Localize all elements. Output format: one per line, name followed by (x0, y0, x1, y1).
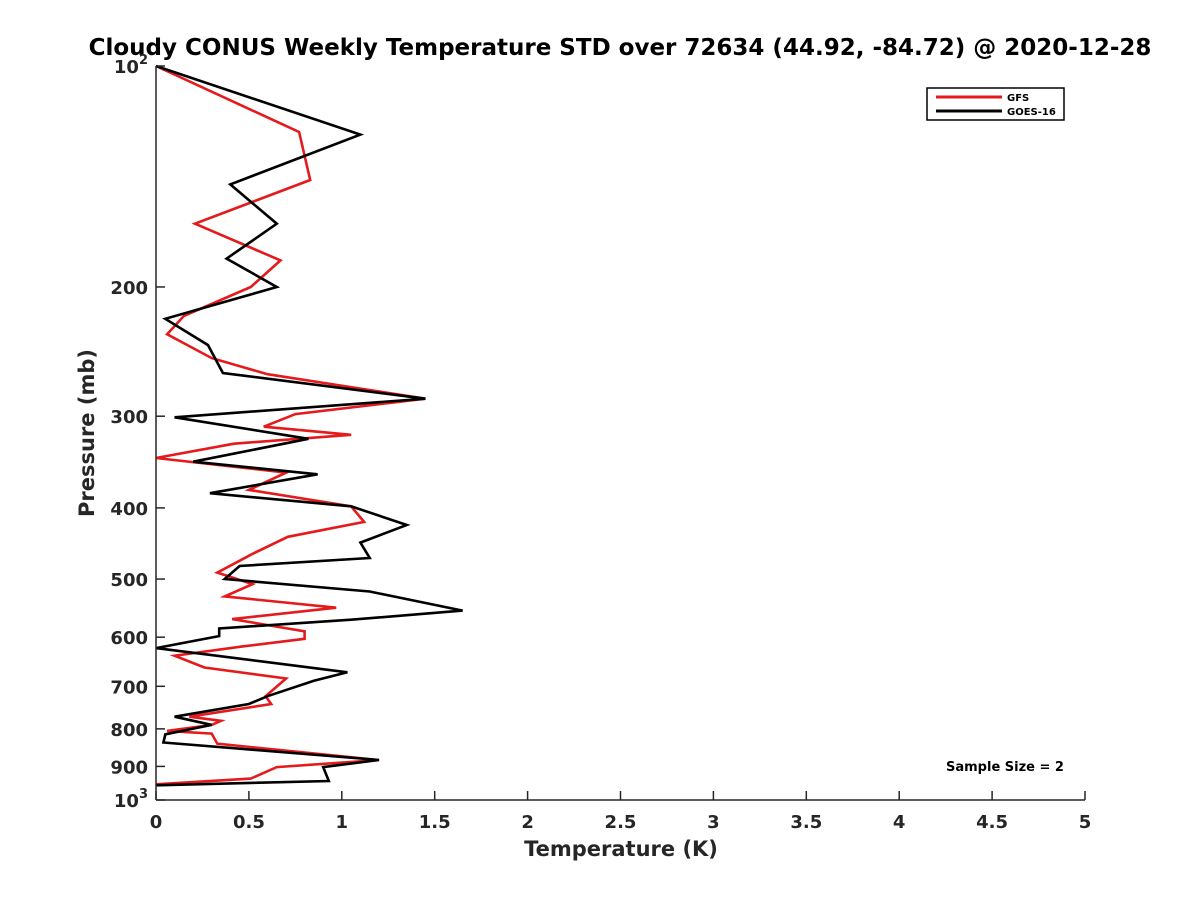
legend-box (926, 87, 1065, 121)
x-axis-label: Temperature (K) (524, 837, 718, 861)
chart-title: Cloudy CONUS Weekly Temperature STD over… (89, 35, 1152, 61)
x-tick-label: 2.5 (605, 812, 637, 833)
x-tick-label: 4.5 (976, 812, 1008, 833)
legend-label-goes16: GOES-16 (1007, 107, 1056, 118)
series-line-gfs (155, 64, 426, 786)
x-tick-label: 3 (707, 812, 720, 833)
legend: GFS GOES-16 (926, 87, 1065, 121)
x-tick-label: 5 (1079, 812, 1092, 833)
axes-layer: 0 0.5 1 1.5 2 2.5 3 3.5 4 4.5 5 102 200 300 400 500 600 7… (110, 53, 1091, 833)
y-tick-label: 800 (110, 720, 148, 741)
y-tick-label: 700 (110, 677, 148, 698)
y-tick-label: 103 (114, 787, 148, 812)
y-axis-label: Pressure (mb) (75, 349, 99, 517)
series-line-goes16 (155, 64, 463, 787)
x-tick-label: 4 (893, 812, 906, 833)
y-tick-label: 200 (110, 278, 148, 299)
x-tick-label: 3.5 (790, 812, 822, 833)
y-tick-label: 102 (114, 53, 148, 78)
y-tick-label: 900 (110, 757, 148, 778)
x-tick-label: 0.5 (233, 812, 265, 833)
y-tick-label: 400 (110, 499, 148, 520)
x-tick-label: 0 (150, 812, 163, 833)
x-tick-label: 1.5 (419, 812, 451, 833)
x-tick-label: 2 (521, 812, 534, 833)
y-tick-label: 300 (110, 407, 148, 428)
x-tick-label: 1 (336, 812, 349, 833)
sample-size-annotation: Sample Size = 2 (946, 760, 1064, 775)
y-tick-label: 600 (110, 628, 148, 649)
legend-label-gfs: GFS (1007, 93, 1029, 104)
series-layer (155, 64, 463, 787)
y-tick-label: 500 (110, 570, 148, 591)
